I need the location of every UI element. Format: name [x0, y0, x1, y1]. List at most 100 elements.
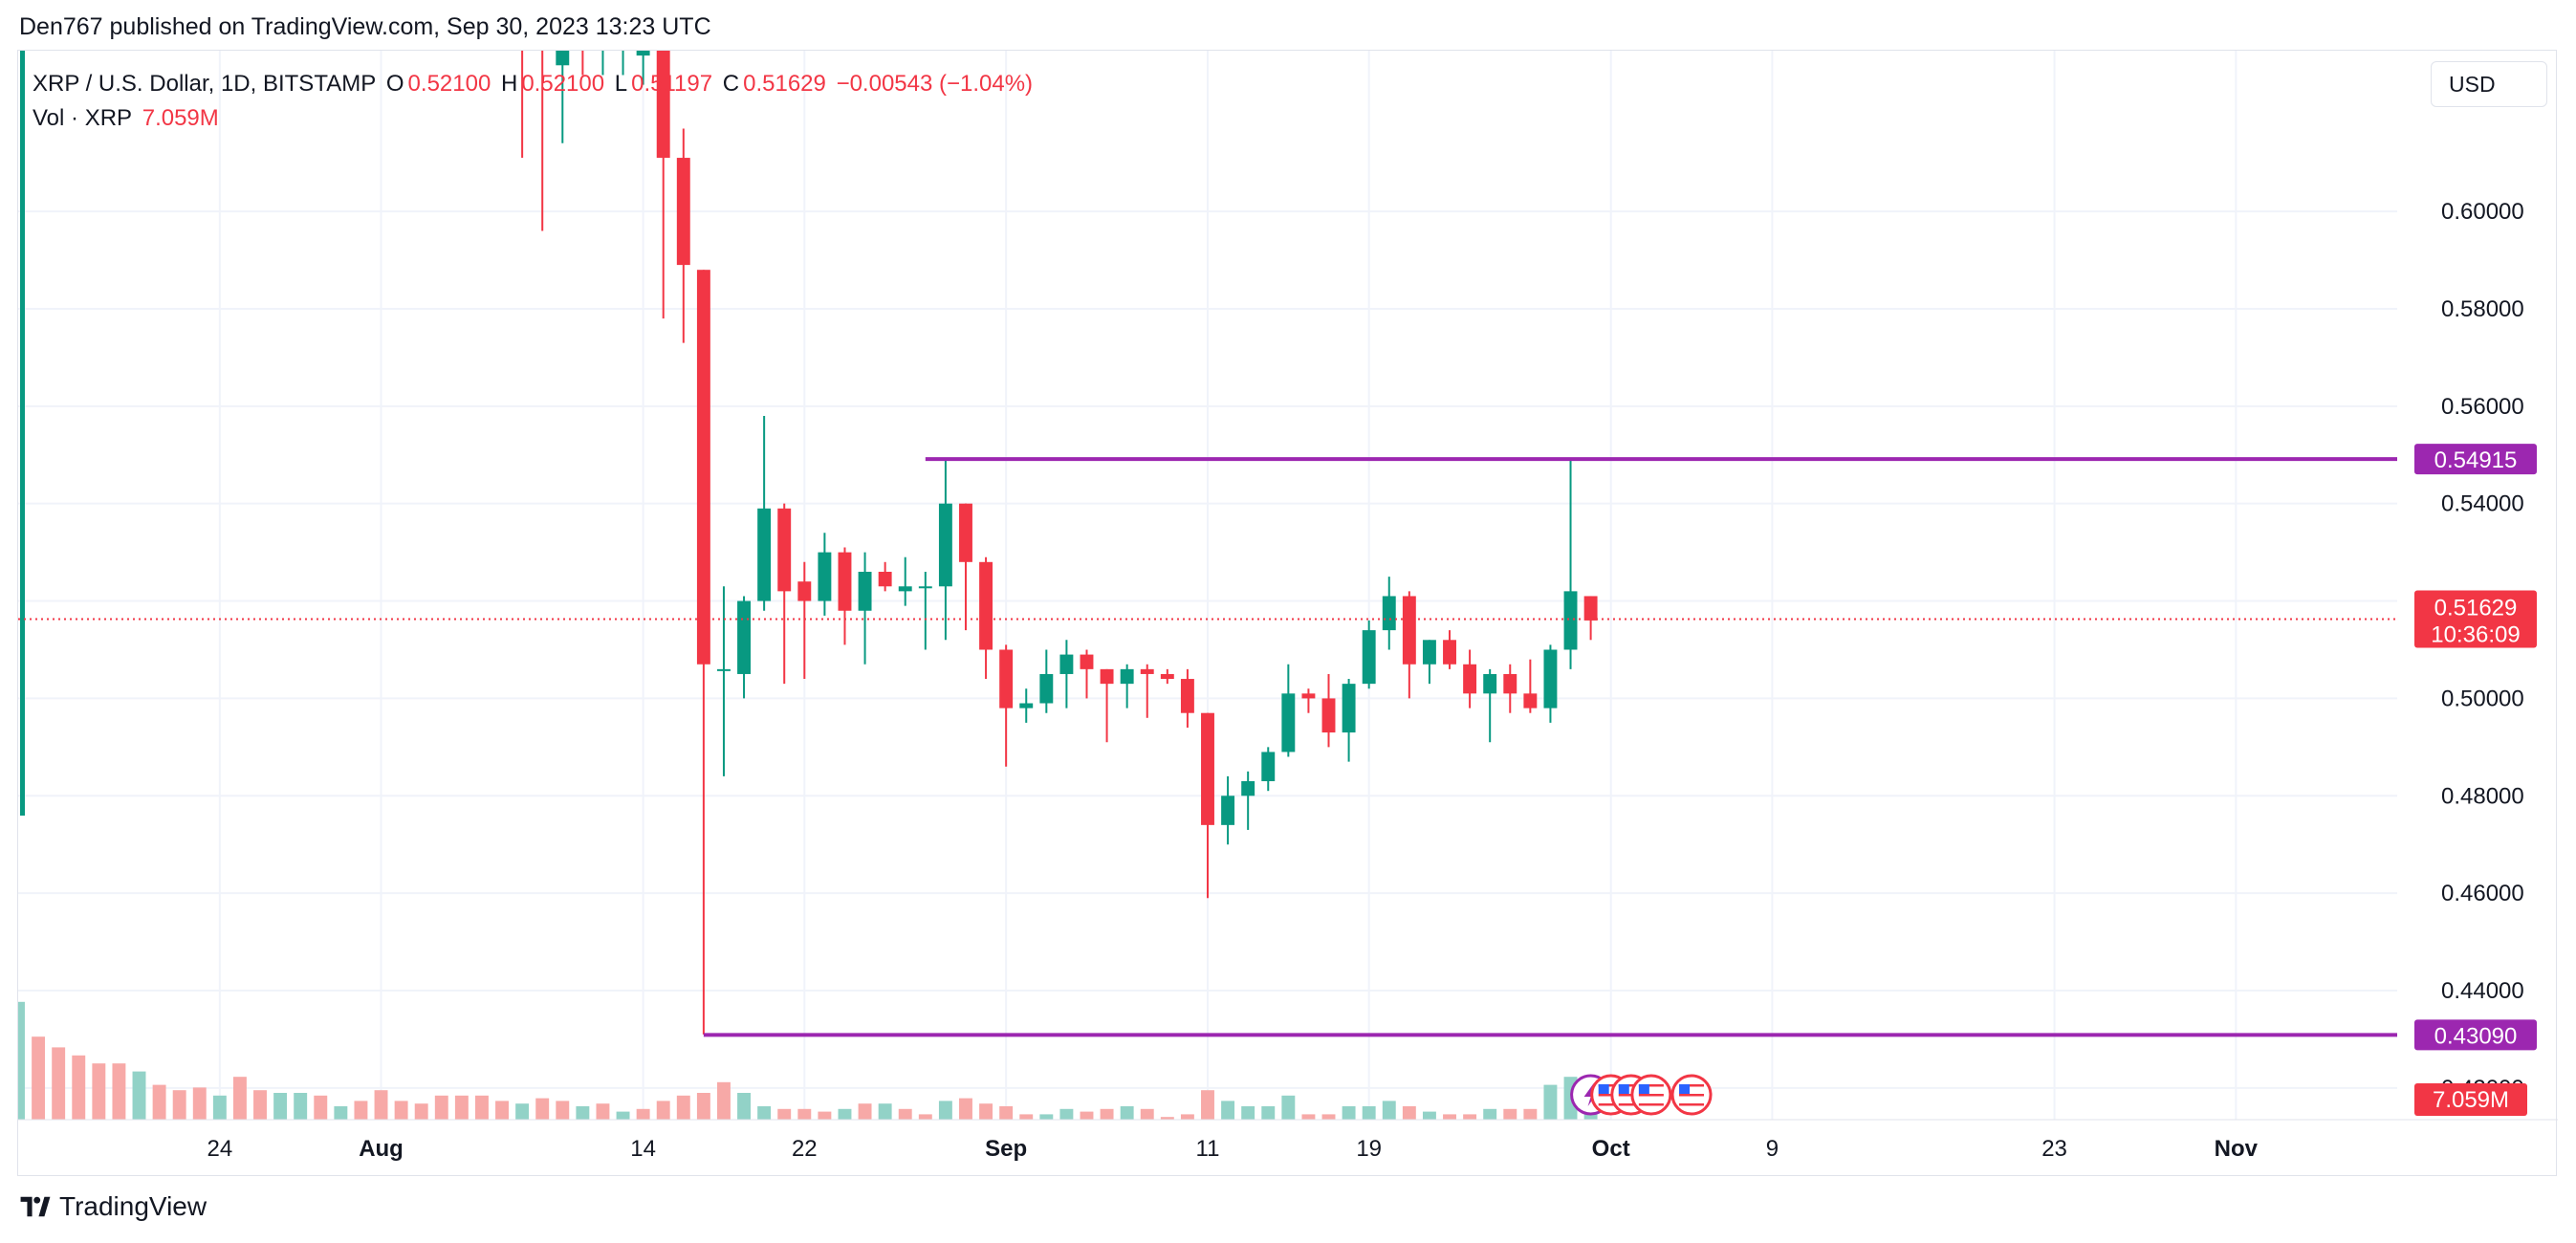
volume-bar	[777, 1108, 792, 1120]
candle-body	[1422, 640, 1436, 665]
candle-body	[1281, 693, 1296, 752]
price-axis-tick: 0.60000	[2441, 199, 2524, 225]
time-axis-tick: 11	[1196, 1136, 1220, 1162]
candle-body	[1039, 673, 1054, 704]
volume-bar	[72, 1055, 86, 1120]
candle	[601, 51, 604, 76]
flag-stripe	[1598, 1099, 1624, 1101]
flag-stripe	[1618, 1103, 1644, 1106]
candle	[1402, 591, 1416, 699]
ohlc-legend-row: XRP / U.S. Dollar, 1D, BITSTAMP O 0.52100…	[33, 67, 1037, 101]
time-axis-tick: 19	[1356, 1136, 1382, 1162]
candle	[1523, 659, 1538, 713]
volume-bar	[253, 1090, 267, 1120]
volume-bar	[938, 1101, 952, 1120]
currency-button[interactable]: USD	[2431, 61, 2547, 107]
high-label: H	[500, 71, 518, 97]
candle-body	[1059, 654, 1074, 674]
candle-body	[1483, 673, 1497, 694]
time-axis-tick: Nov	[2215, 1136, 2259, 1162]
candle	[777, 503, 792, 685]
volume-bar	[515, 1103, 530, 1120]
tradingview-logo-icon	[20, 1196, 51, 1217]
volume-bar	[1362, 1106, 1376, 1120]
candle-body	[1241, 781, 1255, 796]
volume-bar	[1019, 1114, 1034, 1120]
chart-legend: XRP / U.S. Dollar, 1D, BITSTAMP O 0.52100…	[33, 67, 1037, 136]
flag-canton	[1638, 1084, 1649, 1094]
candle-body	[959, 503, 972, 562]
volume-legend-row: Vol · XRP 7.059M	[33, 101, 1037, 136]
candle	[1503, 664, 1517, 713]
candle	[1059, 640, 1074, 709]
candle-body	[1503, 673, 1517, 694]
volume-bar	[52, 1047, 66, 1120]
candle	[1342, 679, 1356, 762]
candle-body	[676, 158, 690, 266]
published-info: Den767 published on TradingView.com, Sep…	[19, 13, 711, 40]
volume-bar	[535, 1098, 550, 1120]
brand-name: TradingView	[59, 1191, 207, 1221]
price-chart[interactable]: 0.549150.430900.420000.440000.460000.480…	[18, 51, 2558, 1177]
candle	[656, 51, 670, 319]
volume-bar	[1261, 1106, 1276, 1120]
price-axis-tick: 0.48000	[2441, 783, 2524, 809]
volume-bar	[273, 1093, 288, 1120]
flag-stripe	[1679, 1103, 1705, 1106]
volume-label[interactable]: Vol · XRP	[33, 105, 133, 131]
volume-bar	[294, 1093, 308, 1120]
candle	[676, 128, 690, 343]
candle	[737, 596, 752, 699]
volume-bar	[1402, 1106, 1416, 1120]
time-axis-tick: 24	[207, 1136, 232, 1162]
time-axis-tick: 23	[2041, 1136, 2067, 1162]
candle-body	[1443, 640, 1456, 665]
volume-bar	[737, 1093, 752, 1120]
close-label: C	[722, 71, 740, 97]
volume-bar	[354, 1101, 368, 1120]
open-label: O	[385, 71, 404, 97]
chart-frame[interactable]: 0.549150.430900.420000.440000.460000.480…	[17, 50, 2558, 1177]
candle-body	[1301, 693, 1316, 699]
level-price-label: 0.43090	[2434, 1023, 2518, 1049]
volume-bar	[1140, 1108, 1154, 1120]
candle-body	[1080, 654, 1094, 669]
symbol-title[interactable]: XRP / U.S. Dollar, 1D, BITSTAMP	[33, 71, 377, 97]
volume-bar	[1100, 1108, 1114, 1120]
volume-bar	[878, 1103, 892, 1120]
candle	[1100, 668, 1114, 743]
candle-body	[1019, 703, 1034, 709]
volume-tag	[2414, 1083, 2527, 1116]
volume-bar	[1321, 1114, 1336, 1120]
candle	[1019, 688, 1034, 723]
candle	[521, 51, 524, 159]
candle	[757, 416, 772, 611]
tradingview-logo[interactable]: TradingView	[19, 1191, 207, 1222]
candle	[1362, 620, 1376, 689]
candle	[1039, 649, 1054, 713]
low-label: L	[614, 71, 628, 97]
volume-bar	[858, 1103, 872, 1120]
candle	[1281, 664, 1296, 757]
volume-bar	[414, 1103, 428, 1120]
volume-bar	[1503, 1108, 1517, 1120]
volume-bar	[152, 1084, 166, 1120]
candle	[858, 552, 872, 665]
time-axis-tick: 14	[630, 1136, 656, 1162]
volume-value: 7.059M	[142, 105, 219, 131]
low-value: 0.51197	[631, 71, 713, 97]
candle	[1483, 668, 1497, 743]
candle-body	[979, 561, 993, 650]
volume-bar	[838, 1108, 852, 1120]
candle-body	[858, 571, 872, 611]
candle	[898, 556, 912, 606]
candle	[959, 503, 972, 631]
candle	[1160, 668, 1174, 685]
time-axis-tick: 22	[792, 1136, 818, 1162]
candle	[1221, 775, 1235, 845]
volume-bar	[474, 1095, 489, 1120]
candle-body	[1321, 698, 1336, 733]
flag-stripe	[1618, 1099, 1644, 1101]
last-price-label: 0.51629	[2434, 595, 2518, 621]
price-axis-tick: 0.58000	[2441, 296, 2524, 322]
